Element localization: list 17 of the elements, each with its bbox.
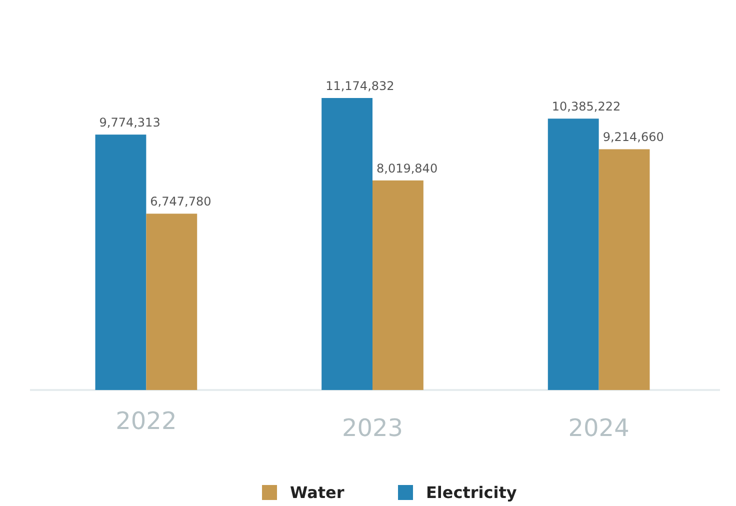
data-label: 10,385,222	[552, 100, 621, 114]
data-label: 11,174,832	[326, 79, 394, 93]
legend-label: Electricity	[426, 483, 518, 502]
x-tick-label: 2024	[568, 414, 630, 442]
bar	[548, 118, 599, 390]
bar	[146, 214, 198, 390]
bar	[598, 149, 650, 390]
x-tick-label: 2022	[116, 407, 177, 435]
x-tick-label: 2023	[342, 414, 404, 442]
data-label: 8,019,840	[376, 161, 438, 176]
bar	[372, 180, 424, 390]
bar	[95, 134, 146, 390]
legend-label: Water	[290, 483, 344, 502]
bar	[322, 98, 372, 390]
data-label: 9,214,660	[602, 130, 664, 144]
data-label: 9,774,313	[99, 116, 160, 130]
data-label: 6,747,780	[150, 194, 212, 209]
